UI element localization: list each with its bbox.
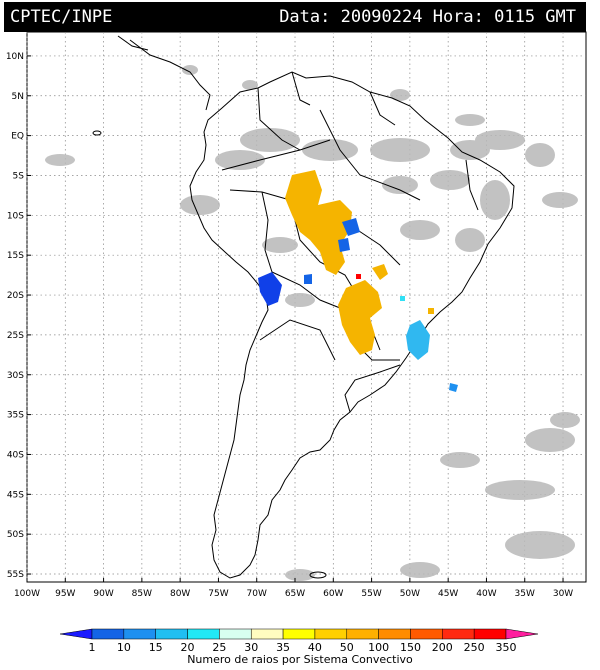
colorbar-box — [155, 628, 188, 640]
colorbar-tick-label: 30 — [244, 641, 258, 654]
lon-label: 40W — [476, 589, 496, 599]
colorbar-box — [346, 628, 379, 640]
lon-label: 85W — [132, 589, 152, 599]
lon-label: 75W — [208, 589, 228, 599]
colorbar-tick-label: 1 — [89, 641, 96, 654]
colorbar-tick-label: 100 — [368, 641, 389, 654]
lon-label: 100W — [14, 589, 40, 599]
cloud-cover — [45, 65, 580, 581]
colorbar-tick-label: 200 — [432, 641, 453, 654]
colorbar-box — [282, 628, 316, 640]
colorbar-box — [410, 628, 443, 640]
colorbar-box — [473, 628, 507, 640]
system-blue-small — [304, 274, 312, 284]
colorbar-tick-label: 20 — [181, 641, 195, 654]
longitude-labels: 100W 95W 90W 85W 80W 75W 70W 65W 60W 55W 50W 45W 40W… — [14, 578, 573, 599]
colorbar-arrow-right — [505, 628, 539, 640]
lat-label: 55S — [7, 570, 24, 580]
system-red — [356, 274, 361, 279]
lat-label: 50S — [7, 530, 24, 540]
lat-label: 45S — [7, 490, 24, 500]
colorbar-box — [314, 628, 348, 640]
lat-label: 30S — [7, 371, 24, 381]
system-blue-center2 — [338, 238, 350, 252]
colorbar-box — [442, 628, 475, 640]
latitude-labels: 10N 5N EQ 5S 10S 15S 20S 25S 30S 35S 40S 45S 50S 55S — [6, 52, 31, 580]
system-blue-ocean — [449, 383, 458, 392]
lon-label: 65W — [285, 589, 305, 599]
colorbar-tick-label: 350 — [496, 641, 517, 654]
lon-label: 70W — [247, 589, 267, 599]
colorbar-tick-label: 250 — [464, 641, 485, 654]
lon-label: 30W — [553, 589, 573, 599]
lon-label: 35W — [515, 589, 535, 599]
system-blue-andes — [258, 272, 282, 306]
agency-label: CPTEC/INPE — [10, 7, 113, 27]
colorbar-box — [91, 628, 125, 640]
datetime-label: Data: 20090224 Hora: 0115 GMT — [279, 7, 576, 27]
lat-label: 10S — [7, 211, 24, 221]
system-orange-south — [338, 280, 382, 355]
lat-label: 40S — [7, 450, 24, 460]
system-orange-east — [372, 264, 388, 280]
plot-frame — [26, 31, 587, 583]
colorbar-tick-label: 10 — [117, 641, 131, 654]
lon-label: 45W — [438, 589, 458, 599]
system-cyan-small — [400, 296, 405, 301]
colorbar: 1 10 15 20 25 30 35 40 50 100 150 200 250 350 — [59, 628, 539, 654]
system-blue-center — [342, 218, 360, 236]
lon-label: 80W — [170, 589, 190, 599]
colorbar-tick-label: 40 — [308, 641, 322, 654]
colorbar-box — [250, 628, 284, 640]
colorbar-tick-label: 35 — [276, 641, 290, 654]
lat-label: 5N — [12, 92, 24, 102]
colorbar-box — [378, 628, 411, 640]
lat-label: 25S — [7, 331, 24, 341]
system-yellow-coast — [428, 308, 434, 314]
convective-systems — [258, 170, 458, 392]
colorbar-caption: Numero de raios por Sistema Convectivo — [187, 653, 413, 666]
lat-label: 15S — [7, 251, 24, 261]
colorbar-tick-label: 150 — [400, 641, 421, 654]
lat-label: 35S — [7, 411, 24, 421]
colorbar-box — [123, 628, 156, 640]
lon-label: 90W — [93, 589, 113, 599]
lon-label: 50W — [400, 589, 420, 599]
colorbar-box — [219, 628, 252, 640]
colorbar-tick-label: 25 — [212, 641, 226, 654]
lat-label: EQ — [11, 132, 24, 142]
lon-label: 60W — [323, 589, 343, 599]
colorbar-tick-label: 50 — [340, 641, 354, 654]
system-orange-north — [285, 170, 352, 275]
lat-label: 10N — [6, 52, 24, 62]
colorbar-arrow-left — [59, 628, 93, 640]
colorbar-box — [187, 628, 220, 640]
map-header: CPTEC/INPE Data: 20090224 Hora: 0115 GMT — [4, 2, 586, 32]
lon-label: 95W — [55, 589, 75, 599]
lat-label: 5S — [13, 171, 25, 181]
colorbar-tick-label: 15 — [149, 641, 163, 654]
system-cyan-coast — [406, 320, 430, 360]
lat-label: 20S — [7, 291, 24, 301]
lon-label: 55W — [361, 589, 381, 599]
